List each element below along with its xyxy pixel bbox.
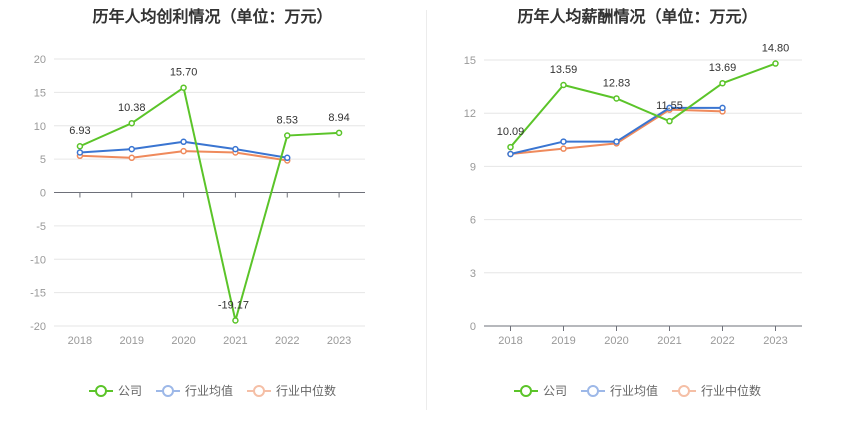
y-tick-label: 9 (470, 161, 476, 173)
legend-industry-median-label: 行业中位数 (701, 384, 762, 398)
data-point (560, 138, 567, 145)
y-tick-label: 15 (464, 55, 476, 67)
data-point (128, 154, 135, 162)
x-tick-label: 2021 (657, 335, 681, 347)
x-tick-label: 2020 (171, 335, 195, 347)
legend-industry-median-swatch (247, 384, 271, 397)
legend-industry-avg-label: 行业均值 (609, 384, 658, 398)
data-label: 13.59 (550, 64, 578, 76)
legend-industry-avg-swatch (155, 384, 180, 397)
data-point (232, 317, 239, 324)
data-point (719, 104, 726, 112)
data-point (613, 95, 620, 102)
data-point (507, 143, 514, 151)
salary-chart-panel: 历年人均薪酬情况（单位：万元） 15 12 9 6 3 0 2018 2019 2020 2021… (425, 0, 850, 437)
data-label: 8.94 (328, 112, 349, 124)
y-tick-label: -10 (30, 254, 46, 266)
legend-industry-median-swatch (672, 384, 696, 397)
x-tick-label: 2022 (275, 335, 299, 347)
x-tick-label: 2018 (68, 335, 92, 347)
data-label: 12.83 (603, 77, 631, 89)
legend-company-swatch (513, 384, 538, 397)
x-tick-label: 2018 (498, 335, 522, 347)
data-point (613, 138, 620, 145)
y-tick-label: 0 (470, 321, 476, 333)
data-point (284, 132, 291, 139)
data-point (180, 84, 187, 91)
legend-industry-avg-label: 行业均值 (184, 384, 233, 398)
salary-chart: 15 12 9 6 3 0 2018 2019 2020 2021 2022 2023 10.09 13.… (464, 43, 802, 347)
data-label: 10.09 (497, 126, 525, 138)
y-tick-label: -15 (30, 288, 46, 300)
legend-industry-avg[interactable]: 行业均值 (580, 382, 658, 399)
data-point (180, 138, 187, 146)
legend-industry-median[interactable]: 行业中位数 (672, 382, 761, 399)
y-tick-label: 12 (464, 108, 476, 120)
legend-company-label: 公司 (542, 384, 567, 398)
data-point (232, 145, 239, 153)
x-tick-label: 2023 (763, 335, 787, 347)
data-label: 8.53 (277, 115, 298, 127)
data-label: 14.80 (762, 43, 790, 55)
x-tick-label: 2019 (120, 335, 144, 347)
data-label: 6.93 (69, 125, 90, 137)
profit-chart-title: 历年人均创利情况（单位：万元） (92, 7, 333, 26)
x-tick-label: 2021 (223, 335, 247, 347)
data-point (666, 117, 673, 125)
data-point (507, 150, 514, 158)
legend-industry-avg-swatch (580, 384, 605, 397)
series-line-1 (510, 106, 723, 155)
data-point (284, 154, 291, 162)
data-label: 11.55 (656, 100, 683, 112)
data-point (128, 145, 135, 153)
legend-company[interactable]: 公司 (88, 382, 142, 399)
legend-company-label: 公司 (117, 384, 142, 398)
data-point (76, 142, 84, 150)
data-label: 10.38 (118, 102, 146, 114)
profit-chart-panel: 历年人均创利情况（单位：万元） 20 15 10 5 0 -5 -10 -15 -20 2018 2… (0, 7, 425, 399)
y-tick-label: 6 (470, 215, 476, 227)
y-tick-label: -20 (30, 321, 46, 333)
data-point (128, 119, 135, 127)
x-tick-label: 2023 (327, 335, 351, 347)
legend-company-swatch (88, 384, 113, 397)
panel-divider (426, 10, 427, 410)
series-line-0 (79, 86, 340, 322)
data-point (180, 147, 187, 155)
legend-industry-avg[interactable]: 行业均值 (155, 382, 233, 399)
data-label: 15.70 (170, 67, 198, 79)
data-point (719, 79, 726, 87)
data-point (76, 149, 84, 156)
legend-industry-median[interactable]: 行业中位数 (247, 382, 336, 399)
salary-chart-legend: 公司 行业均值 行业中位数 (425, 382, 850, 399)
y-tick-label: 0 (40, 188, 46, 200)
y-tick-label: 3 (470, 268, 476, 280)
salary-chart-title: 历年人均薪酬情况（单位：万元） (517, 7, 758, 26)
y-tick-label: 20 (34, 54, 46, 66)
series-line-0 (509, 62, 776, 148)
profit-chart-legend: 公司 行业均值 行业中位数 (0, 382, 425, 399)
data-point (560, 81, 567, 89)
data-point (335, 129, 343, 137)
x-tick-label: 2019 (551, 335, 575, 347)
y-tick-label: 10 (34, 121, 46, 133)
x-tick-label: 2022 (710, 335, 734, 347)
legend-industry-median-label: 行业中位数 (276, 384, 337, 398)
data-point (560, 145, 567, 152)
x-tick-label: 2020 (604, 335, 628, 347)
y-tick-label: 15 (34, 87, 46, 99)
profit-chart: 20 15 10 5 0 -5 -10 -15 -20 2018 2019 2020 2021 2022 2… (30, 54, 365, 347)
y-tick-label: 5 (40, 154, 46, 166)
legend-company[interactable]: 公司 (513, 382, 567, 399)
data-label: -19.17 (218, 299, 249, 311)
data-point (772, 60, 779, 67)
data-label: 13.69 (709, 62, 737, 74)
data-point (666, 104, 673, 112)
y-tick-label: -5 (36, 221, 46, 233)
